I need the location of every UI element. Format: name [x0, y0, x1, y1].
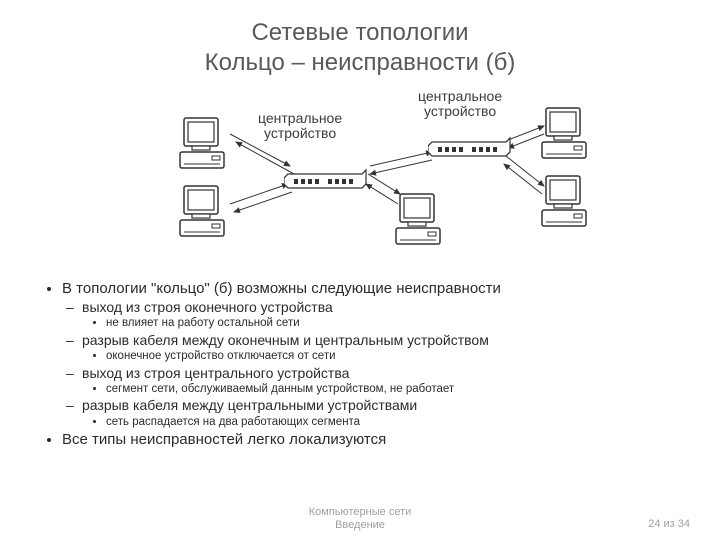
title-line2: Кольцо – неисправности (б) [205, 49, 516, 76]
bullet-text: В топологии "кольцо" (б) возможны следую… [62, 280, 501, 297]
bullet-level2: выход из строя центрального устройства се… [82, 365, 680, 397]
computer [540, 174, 592, 235]
hub-icon [284, 166, 368, 194]
central-device [284, 166, 368, 199]
bullet-level3: оконечное устройство отключается от сети [106, 349, 680, 363]
sublist: не влияет на работу остальной сети [82, 316, 680, 330]
footer-page: 24 из 34 [648, 518, 690, 530]
connection-arrow [230, 184, 288, 204]
computer [178, 116, 230, 177]
bullet-text: оконечное устройство отключается от сети [106, 350, 336, 362]
footer-line1: Компьютерные сети [309, 506, 412, 518]
bullet-level1: В топологии "кольцо" (б) возможны следую… [62, 280, 680, 429]
computer-icon [540, 106, 592, 162]
connection-arrow [368, 174, 400, 194]
central-device [428, 134, 512, 167]
footer-line2: Введение [335, 519, 385, 531]
sublist: выход из строя оконечного устройства не в… [62, 299, 680, 430]
topology-diagram: центральноеустройство центральноеустройст… [40, 84, 680, 274]
connection-arrow [504, 164, 542, 194]
bullet-level1: Все типы неисправностей легко локализуют… [62, 431, 680, 450]
computer [540, 106, 592, 167]
hub-label: центральноеустройство [418, 89, 502, 120]
connection-arrow [508, 126, 544, 140]
slide-title: Сетевые топологии Кольцо – неисправности… [40, 18, 680, 78]
bullet-text: не влияет на работу остальной сети [106, 317, 300, 329]
sublist: сеть распадается на два работающих сегме… [82, 415, 680, 429]
bullet-level2: разрыв кабеля между центральными устройс… [82, 397, 680, 429]
bullet-text: сеть распадается на два работающих сегме… [106, 416, 360, 428]
computer [178, 184, 230, 245]
title-line1: Сетевые топологии [251, 19, 468, 46]
computer [394, 192, 446, 253]
hub-label: центральноеустройство [258, 111, 342, 142]
bullet-level3: не влияет на работу остальной сети [106, 316, 680, 330]
bullet-text: выход из строя центрального устройства [82, 365, 349, 381]
connection-arrow [508, 134, 544, 148]
bullet-level2: выход из строя оконечного устройства не в… [82, 299, 680, 331]
sublist: сегмент сети, обслуживаемый данным устро… [82, 382, 680, 396]
footer-center: Компьютерные сети Введение [0, 506, 720, 532]
computer-icon [178, 184, 230, 240]
computer-icon [394, 192, 446, 248]
hub-icon [428, 134, 512, 162]
computer-icon [540, 174, 592, 230]
slide-root: Сетевые топологии Кольцо – неисправности… [0, 0, 720, 540]
bullet-text: сегмент сети, обслуживаемый данным устро… [106, 383, 454, 395]
bullets-list: В топологии "кольцо" (б) возможны следую… [40, 280, 680, 450]
bullet-text: Все типы неисправностей легко локализуют… [62, 431, 386, 448]
connection-arrow [370, 160, 432, 174]
connection-arrow [370, 152, 432, 166]
bullet-level3: сеть распадается на два работающих сегме… [106, 415, 680, 429]
bullet-level2: разрыв кабеля между оконечным и централь… [82, 332, 680, 364]
bullet-level3: сегмент сети, обслуживаемый данным устро… [106, 382, 680, 396]
bullet-text: разрыв кабеля между оконечным и централь… [82, 332, 489, 348]
bullet-text: выход из строя оконечного устройства [82, 299, 333, 315]
computer-icon [178, 116, 230, 172]
bullet-text: разрыв кабеля между центральными устройс… [82, 397, 417, 413]
sublist: оконечное устройство отключается от сети [82, 349, 680, 363]
